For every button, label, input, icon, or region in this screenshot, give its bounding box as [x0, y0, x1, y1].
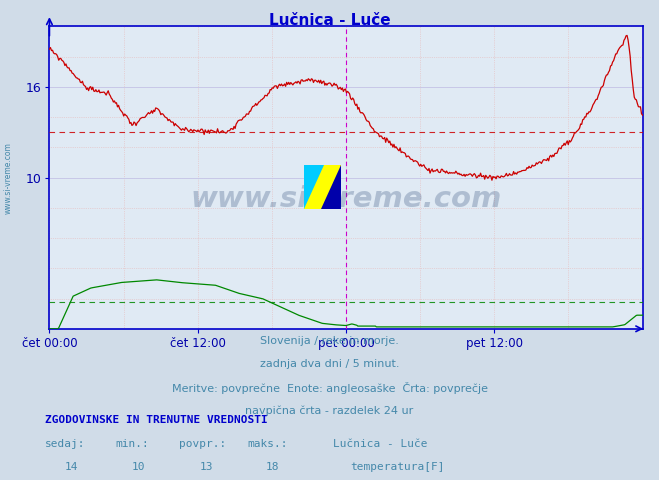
Text: ZGODOVINSKE IN TRENUTNE VREDNOSTI: ZGODOVINSKE IN TRENUTNE VREDNOSTI: [45, 415, 268, 425]
Text: Slovenija / reke in morje.: Slovenija / reke in morje.: [260, 336, 399, 346]
Polygon shape: [321, 165, 341, 209]
Text: povpr.:: povpr.:: [179, 439, 227, 449]
Text: 10: 10: [132, 462, 145, 472]
Text: Lučnica - Luče: Lučnica - Luče: [333, 439, 427, 449]
Text: sedaj:: sedaj:: [45, 439, 85, 449]
Text: temperatura[F]: temperatura[F]: [350, 462, 444, 472]
Text: min.:: min.:: [115, 439, 149, 449]
Text: 13: 13: [200, 462, 214, 472]
Text: Meritve: povprečne  Enote: angleosaške  Črta: povprečje: Meritve: povprečne Enote: angleosaške Čr…: [171, 382, 488, 394]
Polygon shape: [304, 165, 324, 209]
Text: maks.:: maks.:: [247, 439, 287, 449]
Text: navpična črta - razdelek 24 ur: navpična črta - razdelek 24 ur: [245, 405, 414, 416]
Text: zadnja dva dni / 5 minut.: zadnja dva dni / 5 minut.: [260, 359, 399, 369]
Text: www.si-vreme.com: www.si-vreme.com: [3, 142, 13, 214]
Text: Lučnica - Luče: Lučnica - Luče: [269, 13, 390, 28]
Text: 18: 18: [266, 462, 279, 472]
Text: 14: 14: [65, 462, 78, 472]
Text: www.si-vreme.com: www.si-vreme.com: [190, 185, 501, 213]
